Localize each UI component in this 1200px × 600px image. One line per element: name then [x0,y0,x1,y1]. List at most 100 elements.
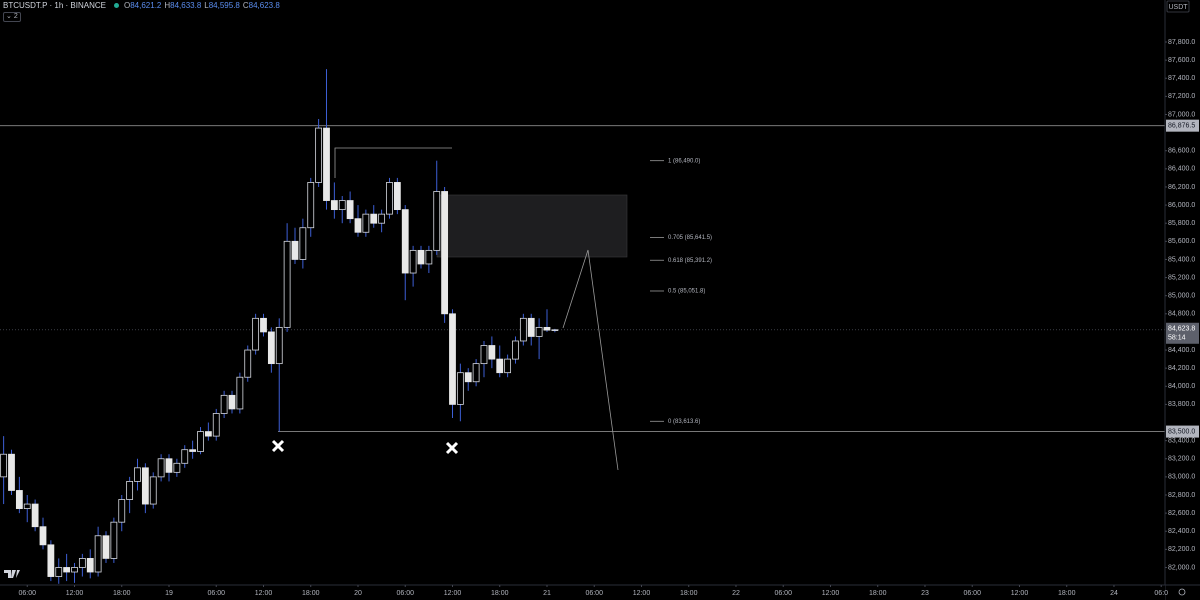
ohlc-key: C [242,1,249,10]
x-tick-label: 20 [354,590,362,597]
candle-body-up [212,413,220,437]
x-tick-label: 12:00 [444,590,462,597]
candle-body-down [260,317,267,333]
candle-body-down [141,467,149,505]
y-tick-label: 85,200.0 [1168,274,1195,281]
ohlc-item: O84,621.2 [124,1,161,10]
ohlc-item: H84,633.8 [164,1,201,10]
y-tick-label: 87,400.0 [1168,75,1195,82]
candle-body-down [39,526,47,546]
candle-body-down [417,249,425,265]
candle-body-up [149,476,157,505]
tv-logo[interactable] [4,570,20,578]
candle-body-up [299,227,307,260]
indicator-count: 2 [13,13,18,20]
y-tick-label: 82,600.0 [1168,510,1195,517]
candle-body-down [86,558,94,573]
candle-body-down [31,503,39,528]
price-tag-label: 83,500.0 [1168,428,1195,435]
candle-body-up [535,326,543,337]
candle-body-up [71,567,78,573]
candle-body-up [55,567,63,577]
y-tick-label: 85,600.0 [1168,238,1195,245]
candle-body-up [94,535,102,573]
y-tick-label: 87,600.0 [1168,57,1195,64]
candle-body-up [283,240,291,328]
candle-body-down [267,331,275,365]
currency-box[interactable] [1166,0,1190,13]
x-tick-label: 06:0 [1154,590,1168,597]
candle-body-up [425,249,433,265]
candle-body-down [63,567,71,573]
x-tick-label: 12:00 [633,590,651,597]
y-tick-label: 83,000.0 [1168,474,1195,481]
ohlc: O84,621.2 H84,633.8 L84,595.8 C84,623.8 [124,1,280,10]
candle-body-up [307,182,315,229]
x-tick-label: 18:00 [302,590,320,597]
candle-body-down [189,449,197,452]
ohlc-value: 84,633.8 [170,1,202,10]
candle-body-up [252,317,260,351]
candle-body-up [181,449,189,464]
projection-path [562,249,619,471]
settings-icon[interactable] [1178,588,1186,596]
candle-body-up [519,317,527,342]
candle-body-up [378,213,386,224]
y-tick-label: 87,200.0 [1168,93,1195,100]
candle-body-down [346,200,354,220]
candle-body-up [173,462,181,473]
fib-label: 0 (83,613.6) [668,419,700,425]
x-tick-label: 18:00 [491,590,509,597]
y-tick-label: 87,000.0 [1168,111,1195,118]
price-tag [1166,425,1199,438]
candle-body-up [0,453,8,478]
x-tick-label: 23 [921,590,929,597]
candle-body-down [102,535,110,559]
y-tick-label: 83,800.0 [1168,401,1195,408]
candle-body-down [488,345,496,360]
candle-body-down [228,394,236,410]
x-tick-label: 12:00 [66,590,84,597]
price-tag [1166,119,1199,132]
y-tick-label: 84,200.0 [1168,365,1195,372]
indicator-badge[interactable]: ⌄ 2 [3,12,21,22]
plot-area [0,69,1165,584]
candle-body-down [449,313,456,405]
legend-header: BTCUSDT.P · 1h · BINANCE O84,621.2 H84,63… [3,1,280,10]
candle-body-down [15,490,23,509]
candle-body-up [23,503,31,509]
y-tick-label: 82,800.0 [1168,492,1195,499]
candle-body-down [441,191,449,315]
price-tag-label: 86,876.5 [1168,123,1195,130]
candle-body-down [330,200,338,211]
x-tick-label: 21 [543,590,551,597]
ohlc-key: L [204,1,209,10]
zone-box [436,194,628,258]
y-tick-label: 82,000.0 [1168,564,1195,571]
candle-body-up [456,372,464,405]
candle-body-down [165,458,173,473]
ohlc-item: L84,595.8 [204,1,240,10]
x-tick-label: 18:00 [1058,590,1076,597]
candle-body-up [315,127,323,183]
fib-label: 1 (86,490.0) [668,158,700,164]
candle-body-up [78,558,86,568]
fib-label: 0.705 (85,641.5) [668,235,712,241]
candle-body-up [433,191,441,251]
ohlc-value: 84,623.8 [248,1,280,10]
ohlc-value: 84,595.8 [208,1,240,10]
x-tick-label: 12:00 [822,590,840,597]
y-tick-label: 84,000.0 [1168,383,1195,390]
y-tick-label: 82,200.0 [1168,546,1195,553]
candle-body-down [496,358,504,374]
symbol[interactable]: BTCUSDT.P · 1h · BINANCE [3,1,106,10]
candle-body-up [236,376,244,410]
y-tick-label: 83,200.0 [1168,456,1195,463]
candle-body-down [464,372,472,383]
last-price-tag [1166,322,1199,344]
candle-body-up [512,340,519,360]
drawings: 1 (86,490.0) 0.705 (85,641.5) 0.618 (85,39… [4,158,712,578]
x-tick-label: 22 [732,590,740,597]
